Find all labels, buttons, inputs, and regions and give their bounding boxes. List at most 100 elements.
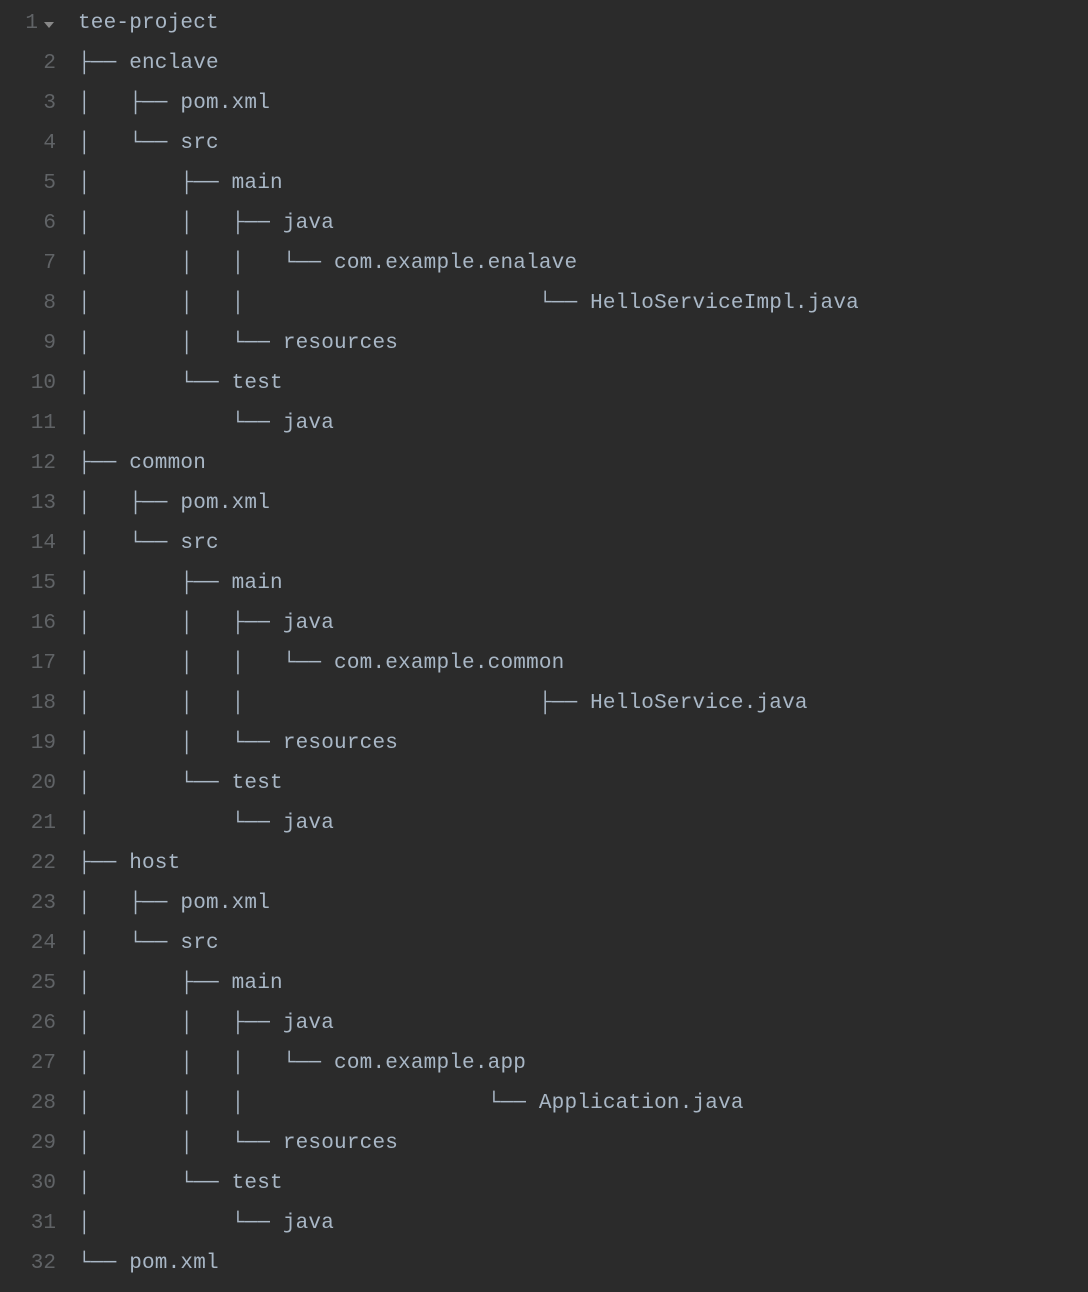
- gutter: 13: [0, 484, 64, 524]
- gutter: 6: [0, 204, 64, 244]
- gutter: 24: [0, 924, 64, 964]
- code-text: │ └── java: [64, 804, 334, 844]
- line-number: 11: [31, 404, 56, 444]
- editor-line[interactable]: 27│ │ │ └── com.example.app: [0, 1044, 1088, 1084]
- code-text: └── pom.xml: [64, 1244, 219, 1284]
- code-text: │ └── src: [64, 524, 219, 564]
- gutter: 21: [0, 804, 64, 844]
- gutter: 3: [0, 84, 64, 124]
- editor-line[interactable]: 23│ ├── pom.xml: [0, 884, 1088, 924]
- gutter: 16: [0, 604, 64, 644]
- line-number: 25: [31, 964, 56, 1004]
- gutter: 22: [0, 844, 64, 884]
- line-number: 1: [25, 4, 38, 44]
- editor-line[interactable]: 17│ │ │ └── com.example.common: [0, 644, 1088, 684]
- line-number: 6: [43, 204, 56, 244]
- editor-line[interactable]: 2├── enclave: [0, 44, 1088, 84]
- editor-line[interactable]: 3│ ├── pom.xml: [0, 84, 1088, 124]
- code-text: │ │ └── resources: [64, 724, 398, 764]
- code-text: │ │ │ ├── HelloService.java: [64, 684, 808, 724]
- code-text: │ └── test: [64, 1164, 283, 1204]
- line-number: 26: [31, 1004, 56, 1044]
- line-number: 21: [31, 804, 56, 844]
- line-number: 27: [31, 1044, 56, 1084]
- editor-line[interactable]: 4│ └── src: [0, 124, 1088, 164]
- editor-line[interactable]: 25│ ├── main: [0, 964, 1088, 1004]
- editor-line[interactable]: 18│ │ │ ├── HelloService.java: [0, 684, 1088, 724]
- gutter: 27: [0, 1044, 64, 1084]
- line-number: 16: [31, 604, 56, 644]
- gutter: 15: [0, 564, 64, 604]
- line-number: 29: [31, 1124, 56, 1164]
- code-text: │ └── src: [64, 124, 219, 164]
- editor-line[interactable]: 5│ ├── main: [0, 164, 1088, 204]
- code-text: │ ├── pom.xml: [64, 84, 270, 124]
- gutter: 14: [0, 524, 64, 564]
- editor-line[interactable]: 14│ └── src: [0, 524, 1088, 564]
- editor-line[interactable]: 20│ └── test: [0, 764, 1088, 804]
- editor-line[interactable]: 28│ │ │ └── Application.java: [0, 1084, 1088, 1124]
- line-number: 32: [31, 1244, 56, 1284]
- gutter: 18: [0, 684, 64, 724]
- line-number: 24: [31, 924, 56, 964]
- gutter: 11: [0, 404, 64, 444]
- editor-line[interactable]: 8│ │ │ └── HelloServiceImpl.java: [0, 284, 1088, 324]
- editor-line[interactable]: 9│ │ └── resources: [0, 324, 1088, 364]
- code-text: │ └── src: [64, 924, 219, 964]
- code-text: │ │ │ └── com.example.enalave: [64, 244, 577, 284]
- editor-line[interactable]: 16│ │ ├── java: [0, 604, 1088, 644]
- editor-line[interactable]: 15│ ├── main: [0, 564, 1088, 604]
- line-number: 13: [31, 484, 56, 524]
- gutter: 8: [0, 284, 64, 324]
- gutter: 10: [0, 364, 64, 404]
- gutter: 28: [0, 1084, 64, 1124]
- editor-line[interactable]: 1 tee-project: [0, 4, 1088, 44]
- code-text: │ ├── main: [64, 164, 283, 204]
- code-text: │ │ │ └── com.example.common: [64, 644, 564, 684]
- code-text: tee-project: [64, 4, 219, 44]
- line-number: 2: [43, 44, 56, 84]
- code-text: │ │ │ └── Application.java: [64, 1084, 744, 1124]
- line-number: 23: [31, 884, 56, 924]
- gutter: 23: [0, 884, 64, 924]
- line-number: 5: [43, 164, 56, 204]
- code-text: │ │ │ └── com.example.app: [64, 1044, 526, 1084]
- editor-line[interactable]: 11│ └── java: [0, 404, 1088, 444]
- editor-line[interactable]: 6│ │ ├── java: [0, 204, 1088, 244]
- line-number: 7: [43, 244, 56, 284]
- code-text: │ │ │ └── HelloServiceImpl.java: [64, 284, 859, 324]
- gutter: 31: [0, 1204, 64, 1244]
- line-number: 14: [31, 524, 56, 564]
- gutter: 17: [0, 644, 64, 684]
- editor-line[interactable]: 13│ ├── pom.xml: [0, 484, 1088, 524]
- gutter: 32: [0, 1244, 64, 1284]
- line-number: 10: [31, 364, 56, 404]
- editor-line[interactable]: 24│ └── src: [0, 924, 1088, 964]
- editor-line[interactable]: 26│ │ ├── java: [0, 1004, 1088, 1044]
- line-number: 4: [43, 124, 56, 164]
- gutter: 4: [0, 124, 64, 164]
- line-number: 22: [31, 844, 56, 884]
- line-number: 3: [43, 84, 56, 124]
- line-number: 28: [31, 1084, 56, 1124]
- code-text: │ └── test: [64, 764, 283, 804]
- editor-line[interactable]: 21│ └── java: [0, 804, 1088, 844]
- fold-toggle-icon[interactable]: [44, 22, 54, 28]
- line-number: 12: [31, 444, 56, 484]
- editor-line[interactable]: 12├── common: [0, 444, 1088, 484]
- editor-line[interactable]: 30│ └── test: [0, 1164, 1088, 1204]
- editor-line[interactable]: 22├── host: [0, 844, 1088, 884]
- code-text: │ ├── pom.xml: [64, 484, 270, 524]
- gutter: 2: [0, 44, 64, 84]
- editor-line[interactable]: 7│ │ │ └── com.example.enalave: [0, 244, 1088, 284]
- editor-line[interactable]: 10│ └── test: [0, 364, 1088, 404]
- editor-line[interactable]: 31│ └── java: [0, 1204, 1088, 1244]
- line-number: 19: [31, 724, 56, 764]
- editor-line[interactable]: 32└── pom.xml: [0, 1244, 1088, 1284]
- line-number: 15: [31, 564, 56, 604]
- editor-line[interactable]: 19│ │ └── resources: [0, 724, 1088, 764]
- gutter: 5: [0, 164, 64, 204]
- code-editor: 1tee-project2├── enclave3│ ├── pom.xml4│…: [0, 4, 1088, 1284]
- code-text: │ ├── main: [64, 964, 283, 1004]
- editor-line[interactable]: 29│ │ └── resources: [0, 1124, 1088, 1164]
